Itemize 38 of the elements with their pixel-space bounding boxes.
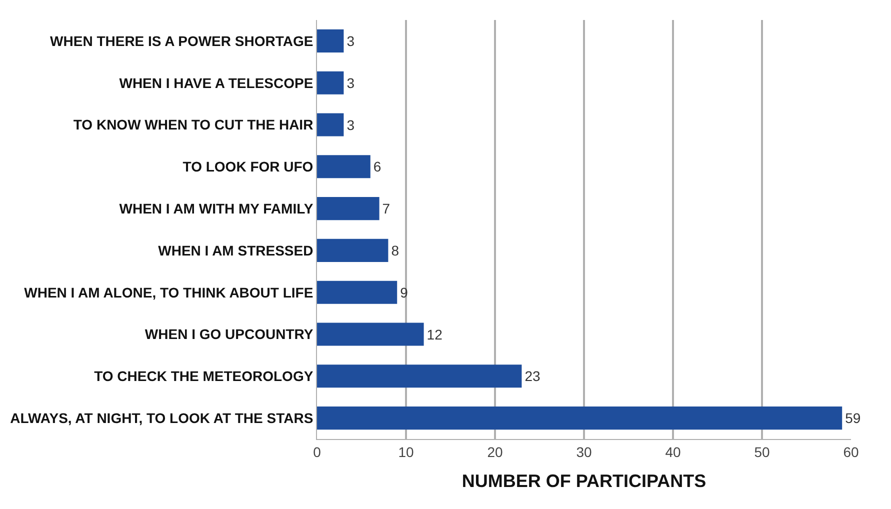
x-tick-label: 50 <box>754 444 770 460</box>
bar <box>317 406 842 430</box>
data-label: 3 <box>346 74 355 91</box>
x-tick-label: 40 <box>665 444 681 460</box>
bar <box>317 71 344 94</box>
x-tick-label: 0 <box>313 444 322 460</box>
bar <box>317 238 388 262</box>
bar <box>317 280 398 304</box>
x-tick-label: 60 <box>843 444 859 460</box>
bar <box>317 364 522 388</box>
y-tick-label: ALWAYS, AT NIGHT, TO LOOK AT THE STARS <box>10 410 314 426</box>
y-tick-label: TO KNOW WHEN TO CUT THE HAIR <box>73 116 314 133</box>
x-tick-label: 30 <box>576 444 592 460</box>
y-tick-label: WHEN I HAVE A TELESCOPE <box>119 74 314 91</box>
data-label: 6 <box>373 158 382 175</box>
bar <box>317 29 344 52</box>
data-label: 7 <box>382 200 390 217</box>
data-label: 9 <box>400 284 408 300</box>
x-tick-label: 10 <box>398 444 414 460</box>
y-tick-label: TO CHECK THE METEOROLOGY <box>94 368 314 384</box>
bar <box>317 113 344 136</box>
data-label: 59 <box>845 410 861 426</box>
bar <box>317 197 380 220</box>
y-tick-label: TO LOOK FOR UFO <box>182 158 314 175</box>
y-tick-label: WHEN I AM ALONE, TO THINK ABOUT LIFE <box>24 284 314 300</box>
x-tick-label: 20 <box>487 444 503 460</box>
x-axis-title: NUMBER OF PARTICIPANTS <box>462 470 706 491</box>
data-label: 12 <box>426 326 443 342</box>
y-tick-label: WHEN I GO UPCOUNTRY <box>144 326 314 342</box>
data-label: 3 <box>346 116 355 133</box>
bar <box>317 322 424 346</box>
bar <box>317 155 370 178</box>
data-label: 8 <box>391 242 400 258</box>
y-tick-label: WHEN I AM STRESSED <box>158 242 314 258</box>
y-tick-label: WHEN I AM WITH MY FAMILY <box>119 200 314 216</box>
data-label: 23 <box>524 368 540 384</box>
data-label: 3 <box>346 32 355 49</box>
y-tick-label: WHEN THERE IS A POWER SHORTAGE <box>50 32 314 49</box>
